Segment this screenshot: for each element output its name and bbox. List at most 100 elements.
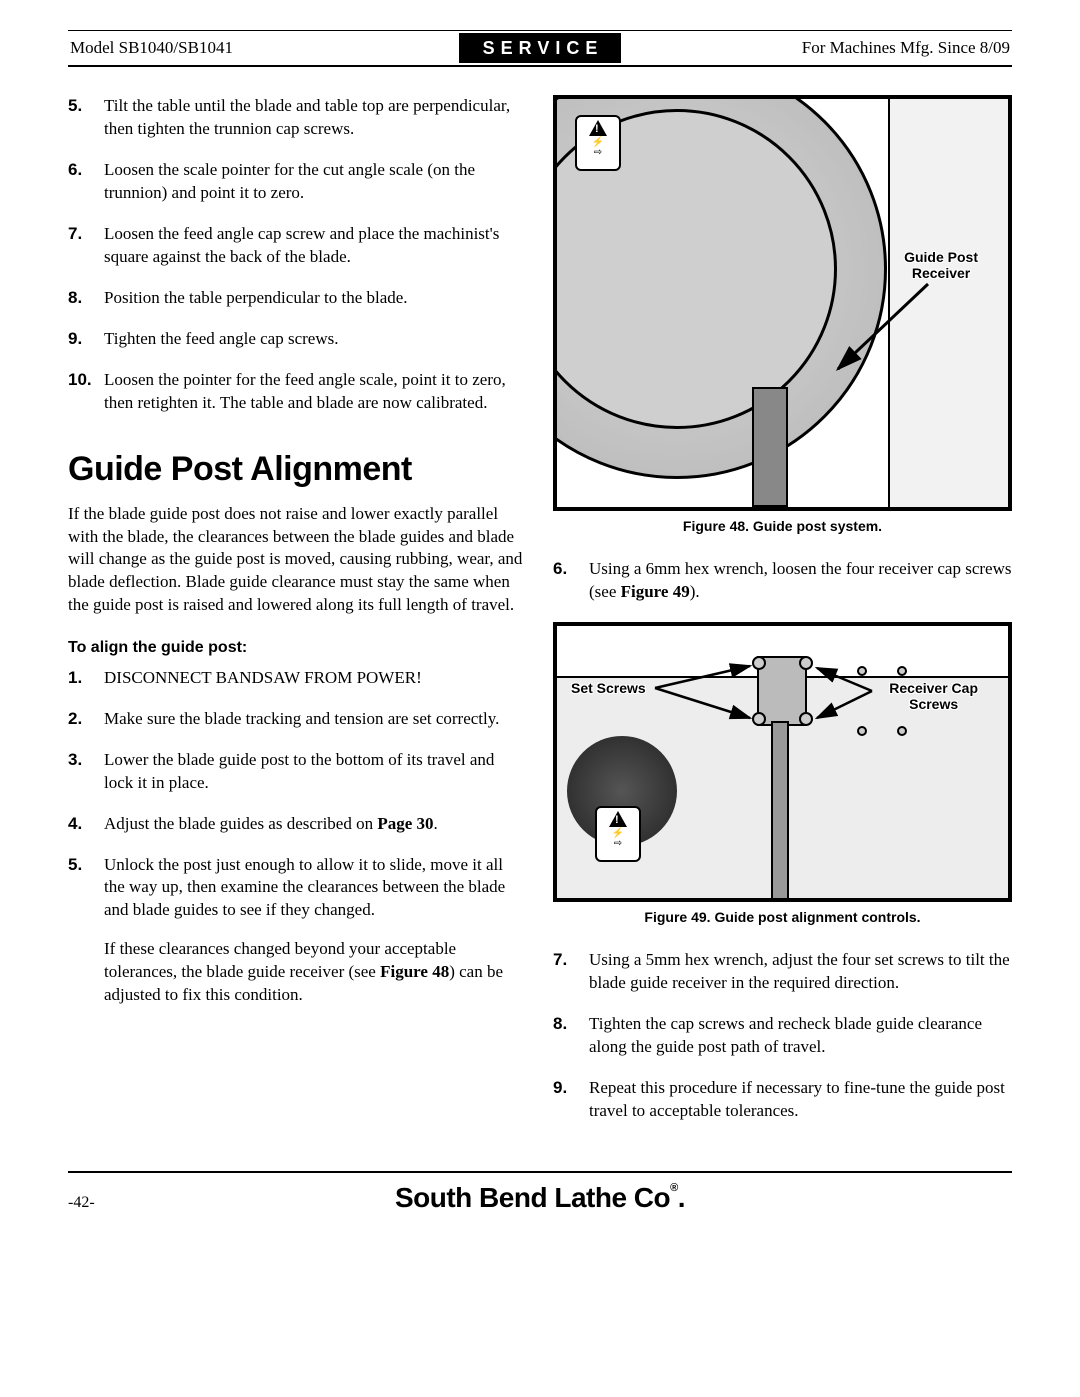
left-column: 5.Tilt the table until the blade and tab…: [68, 95, 527, 1140]
step-item: 4. Adjust the blade guides as described …: [68, 813, 527, 836]
step-para: Position the table perpendicular to the …: [104, 287, 527, 310]
procedure-heading: To align the guide post:: [68, 637, 527, 659]
brand-dot: .: [678, 1182, 685, 1213]
step-para: Tighten the feed angle cap screws.: [104, 328, 527, 351]
disconnect-power-icon: ⚡⇨: [575, 115, 621, 171]
steps-list-align: 1.DISCONNECT BANDSAW FROM POWER!2.Make s…: [68, 667, 527, 795]
step-item: 7.Loosen the feed angle cap screw and pl…: [68, 223, 527, 269]
step-item: 5. Unlock the post just enough to allow …: [68, 854, 527, 1008]
callout-arrow: [655, 676, 765, 726]
step-number: 6.: [553, 558, 589, 604]
footer-brand: South Bend Lathe Co®.: [148, 1179, 932, 1217]
step-number: 2.: [68, 708, 104, 731]
figure-49-caption: Figure 49. Guide post alignment controls…: [553, 908, 1012, 927]
guide-post-graphic: [771, 721, 789, 901]
step-para: Tilt the table until the blade and table…: [104, 95, 527, 141]
step-item: 1.DISCONNECT BANDSAW FROM POWER!: [68, 667, 527, 690]
guide-post-graphic: [752, 387, 788, 507]
step-text: Loosen the scale pointer for the cut ang…: [104, 159, 527, 205]
brand-name: South Bend Lathe Co: [395, 1182, 670, 1213]
content-columns: 5.Tilt the table until the blade and tab…: [68, 95, 1012, 1140]
step-text: Tilt the table until the blade and table…: [104, 95, 527, 141]
step-para: Repeat this procedure if necessary to fi…: [589, 1077, 1012, 1123]
step-item: 8.Position the table perpendicular to th…: [68, 287, 527, 310]
right-column: ⚡⇨ Guide Post Receiver Figure 48. Guide …: [553, 95, 1012, 1140]
step-number: 1.: [68, 667, 104, 690]
step-number: 5.: [68, 95, 104, 141]
step-text: Using a 5mm hex wrench, adjust the four …: [589, 949, 1012, 995]
header-mfg-date: For Machines Mfg. Since 8/09: [621, 37, 1012, 60]
steps-right-6: 6. Using a 6mm hex wrench, loosen the fo…: [553, 558, 1012, 604]
steps-list-top: 5.Tilt the table until the blade and tab…: [68, 95, 527, 414]
step-para: Loosen the feed angle cap screw and plac…: [104, 223, 527, 269]
step-text: Loosen the pointer for the feed angle sc…: [104, 369, 527, 415]
step-number: 5.: [68, 854, 104, 1008]
section-title: Guide Post Alignment: [68, 447, 527, 493]
step-text: Position the table perpendicular to the …: [104, 287, 527, 310]
step-para: Loosen the scale pointer for the cut ang…: [104, 159, 527, 205]
step-number: 6.: [68, 159, 104, 205]
cap-screw-icon: [857, 666, 867, 676]
step-number: 8.: [553, 1013, 589, 1059]
page-header: Model SB1040/SB1041 SERVICE For Machines…: [68, 30, 1012, 67]
step-text: Make sure the blade tracking and tension…: [104, 708, 527, 731]
step-item: 7.Using a 5mm hex wrench, adjust the fou…: [553, 949, 1012, 995]
step-item: 5.Tilt the table until the blade and tab…: [68, 95, 527, 141]
figure-48: ⚡⇨ Guide Post Receiver: [553, 95, 1012, 511]
callout-guide-post-receiver: Guide Post Receiver: [904, 249, 978, 281]
callout-receiver-cap-screws: Receiver Cap Screws: [889, 680, 978, 712]
set-screw-icon: [752, 656, 766, 670]
step-number: 9.: [68, 328, 104, 351]
step-number: 10.: [68, 369, 104, 415]
step-text: Repeat this procedure if necessary to fi…: [589, 1077, 1012, 1123]
figure-ref: Figure 49: [621, 582, 690, 601]
page-number: -42-: [68, 1192, 148, 1214]
text-run: Adjust the blade guides as described on: [104, 814, 377, 833]
callout-arrow: [812, 676, 882, 726]
step-item: 3.Lower the blade guide post to the bott…: [68, 749, 527, 795]
step-text: Adjust the blade guides as described on …: [104, 813, 527, 836]
set-screw-icon: [799, 712, 813, 726]
step-item: 6.Loosen the scale pointer for the cut a…: [68, 159, 527, 205]
step-text: Tighten the cap screws and recheck blade…: [589, 1013, 1012, 1059]
step-para: Tighten the cap screws and recheck blade…: [589, 1013, 1012, 1059]
figure-49: ⚡⇨ Set Screws Receiver Cap Screws: [553, 622, 1012, 902]
text-run: .: [434, 814, 438, 833]
step-number: 4.: [68, 813, 104, 836]
callout-set-screws: Set Screws: [571, 680, 646, 696]
step-number: 7.: [68, 223, 104, 269]
step-para: If these clearances changed beyond your …: [104, 938, 527, 1007]
figure-48-caption: Figure 48. Guide post system.: [553, 517, 1012, 536]
section-intro: If the blade guide post does not raise a…: [68, 503, 527, 618]
text-run: ).: [690, 582, 700, 601]
step-number: 3.: [68, 749, 104, 795]
step-number: 8.: [68, 287, 104, 310]
step-text: Loosen the feed angle cap screw and plac…: [104, 223, 527, 269]
step-item: 9.Tighten the feed angle cap screws.: [68, 328, 527, 351]
steps-right-tail: 7.Using a 5mm hex wrench, adjust the fou…: [553, 949, 1012, 1123]
step-number: 7.: [553, 949, 589, 995]
callout-arrow: [828, 279, 938, 379]
step-item: 2.Make sure the blade tracking and tensi…: [68, 708, 527, 731]
header-model: Model SB1040/SB1041: [68, 37, 459, 60]
set-screw-icon: [799, 656, 813, 670]
step-para: Unlock the post just enough to allow it …: [104, 854, 527, 923]
step-text: Lower the blade guide post to the bottom…: [104, 749, 527, 795]
step-text: DISCONNECT BANDSAW FROM POWER!: [104, 667, 527, 690]
header-section-label: SERVICE: [459, 33, 622, 63]
step-item: 8.Tighten the cap screws and recheck bla…: [553, 1013, 1012, 1059]
step-text: Tighten the feed angle cap screws.: [104, 328, 527, 351]
registered-mark: ®: [670, 1182, 678, 1194]
step-para: DISCONNECT BANDSAW FROM POWER!: [104, 667, 527, 690]
cap-screw-icon: [857, 726, 867, 736]
steps-list-align-cont: 4. Adjust the blade guides as described …: [68, 813, 527, 1008]
cap-screw-icon: [897, 726, 907, 736]
step-item: 6. Using a 6mm hex wrench, loosen the fo…: [553, 558, 1012, 604]
step-para: Using a 5mm hex wrench, adjust the four …: [589, 949, 1012, 995]
step-para: Lower the blade guide post to the bottom…: [104, 749, 527, 795]
step-item: 10.Loosen the pointer for the feed angle…: [68, 369, 527, 415]
figure-ref: Figure 48: [380, 962, 449, 981]
page-footer: -42- South Bend Lathe Co®.: [68, 1171, 1012, 1217]
step-text: Unlock the post just enough to allow it …: [104, 854, 527, 1008]
step-text: Using a 6mm hex wrench, loosen the four …: [589, 558, 1012, 604]
